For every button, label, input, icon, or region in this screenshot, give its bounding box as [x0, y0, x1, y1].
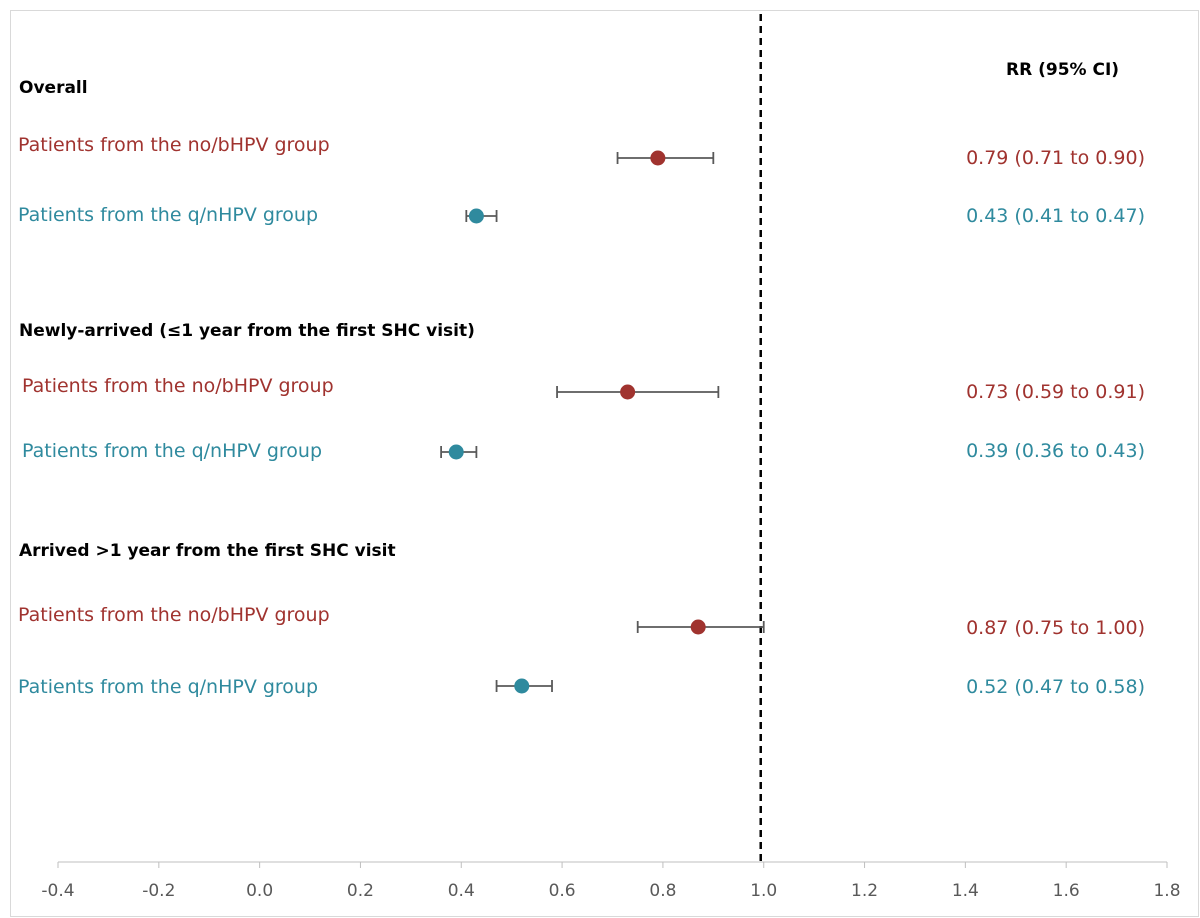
x-tick-label: -0.4	[41, 881, 74, 901]
rr-value-newly-q-nhpv: 0.39 (0.36 to 0.43)	[966, 440, 1145, 462]
x-tick-label: 1.4	[952, 881, 979, 901]
x-tick-label: -0.2	[142, 881, 175, 901]
group-title-arrived-later: Arrived >1 year from the first SHC visit	[19, 541, 396, 561]
rr-value-overall-q-nhpv: 0.43 (0.41 to 0.47)	[966, 205, 1145, 227]
group-title-newly-arrived: Newly-arrived (≤1 year from the first SH…	[19, 321, 475, 341]
rr-value-later-no-bhpv: 0.87 (0.75 to 1.00)	[966, 617, 1145, 639]
x-tick-label: 1.0	[750, 881, 777, 901]
point-estimate	[448, 444, 464, 460]
chart-frame	[10, 10, 1199, 917]
group-title-overall: Overall	[19, 78, 88, 98]
row-label-newly-no-bhpv: Patients from the no/bHPV group	[22, 375, 334, 397]
x-tick-label: 1.6	[1053, 881, 1080, 901]
row-label-overall-q-nhpv: Patients from the q/nHPV group	[18, 204, 319, 226]
x-tick-label: 0.2	[347, 881, 374, 901]
rr-value-newly-no-bhpv: 0.73 (0.59 to 0.91)	[966, 381, 1145, 403]
rr-value-overall-no-bhpv: 0.79 (0.71 to 0.90)	[966, 147, 1145, 169]
x-tick-label: 1.2	[851, 881, 878, 901]
row-label-newly-q-nhpv: Patients from the q/nHPV group	[22, 440, 323, 462]
point-estimate	[690, 619, 706, 635]
point-estimate	[620, 384, 636, 400]
point-estimate	[468, 208, 484, 224]
x-tick-label: 1.8	[1153, 881, 1180, 901]
x-tick-label: 0.0	[246, 881, 273, 901]
point-estimate	[650, 150, 666, 166]
x-tick-label: 0.6	[549, 881, 576, 901]
x-tick-label: 0.4	[448, 881, 475, 901]
row-label-later-q-nhpv: Patients from the q/nHPV group	[18, 676, 319, 698]
row-label-overall-no-bhpv: Patients from the no/bHPV group	[18, 134, 330, 156]
x-tick-label: 0.8	[649, 881, 676, 901]
row-label-later-no-bhpv: Patients from the no/bHPV group	[18, 604, 330, 626]
rr-value-later-q-nhpv: 0.52 (0.47 to 0.58)	[966, 676, 1145, 698]
rr-column-header: RR (95% CI)	[1006, 60, 1120, 80]
point-estimate	[514, 678, 530, 694]
